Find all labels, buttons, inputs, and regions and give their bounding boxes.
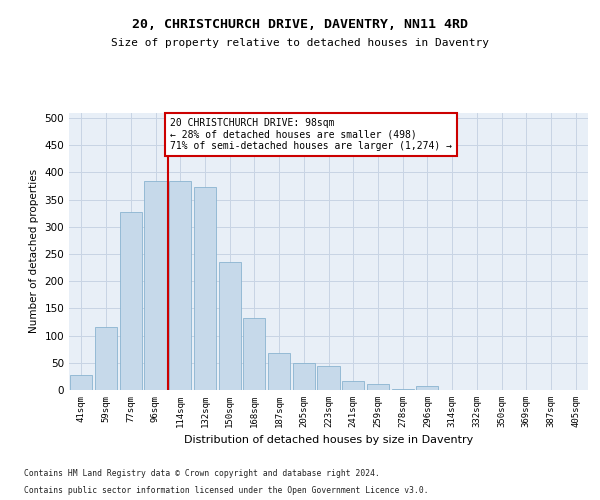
Bar bbox=[293, 363, 315, 390]
Bar bbox=[268, 353, 290, 390]
Text: 20 CHRISTCHURCH DRIVE: 98sqm
← 28% of detached houses are smaller (498)
71% of s: 20 CHRISTCHURCH DRIVE: 98sqm ← 28% of de… bbox=[170, 118, 452, 151]
Bar bbox=[317, 366, 340, 390]
Bar bbox=[342, 381, 364, 390]
X-axis label: Distribution of detached houses by size in Daventry: Distribution of detached houses by size … bbox=[184, 436, 473, 446]
Bar bbox=[243, 318, 265, 390]
Bar bbox=[70, 375, 92, 390]
Bar bbox=[392, 389, 414, 390]
Bar bbox=[416, 386, 439, 390]
Text: Size of property relative to detached houses in Daventry: Size of property relative to detached ho… bbox=[111, 38, 489, 48]
Text: Contains public sector information licensed under the Open Government Licence v3: Contains public sector information licen… bbox=[24, 486, 428, 495]
Bar bbox=[119, 212, 142, 390]
Bar bbox=[145, 181, 167, 390]
Bar bbox=[367, 384, 389, 390]
Bar bbox=[95, 327, 117, 390]
Bar bbox=[218, 262, 241, 390]
Bar bbox=[194, 187, 216, 390]
Text: Contains HM Land Registry data © Crown copyright and database right 2024.: Contains HM Land Registry data © Crown c… bbox=[24, 468, 380, 477]
Bar bbox=[169, 181, 191, 390]
Y-axis label: Number of detached properties: Number of detached properties bbox=[29, 169, 39, 334]
Text: 20, CHRISTCHURCH DRIVE, DAVENTRY, NN11 4RD: 20, CHRISTCHURCH DRIVE, DAVENTRY, NN11 4… bbox=[132, 18, 468, 30]
